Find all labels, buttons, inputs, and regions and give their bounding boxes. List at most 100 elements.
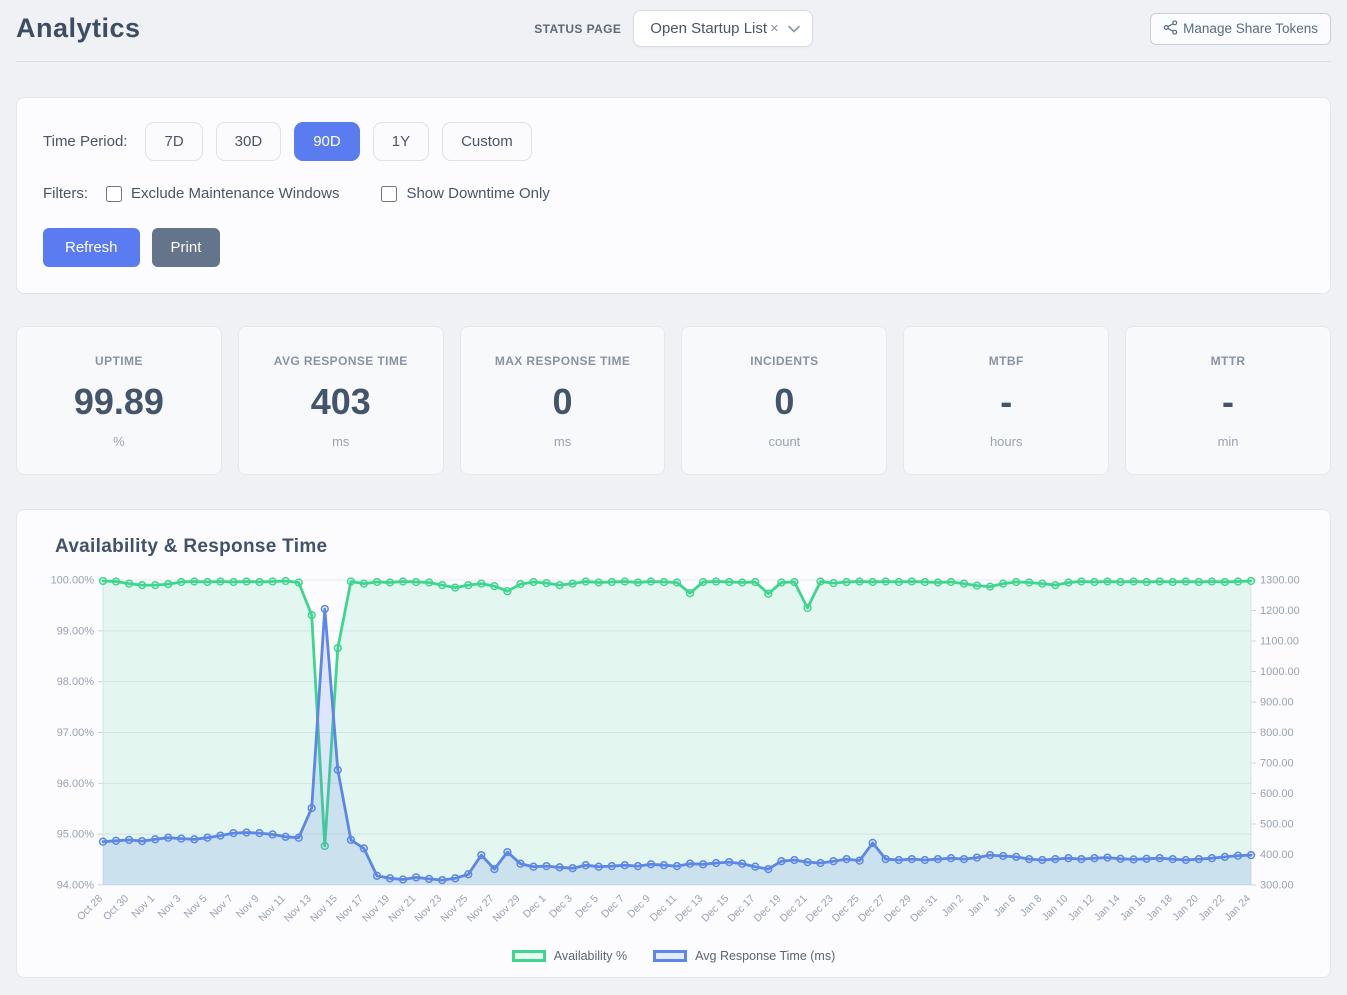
svg-text:1300.00: 1300.00 [1260,575,1300,587]
share-icon [1163,19,1178,38]
exclude-maintenance-checkbox-input[interactable] [106,185,122,202]
response-time-swatch-icon [653,950,688,962]
svg-text:Nov 25: Nov 25 [438,893,470,925]
svg-text:Nov 7: Nov 7 [208,893,236,921]
svg-text:Nov 13: Nov 13 [282,893,314,925]
svg-text:99.00%: 99.00% [57,625,95,637]
refresh-button[interactable]: Refresh [43,228,140,267]
stat-value: 0 [774,381,795,422]
stat-card-max-response-time: MAX RESPONSE TIME 0 ms [459,326,666,475]
stat-unit: ms [553,434,572,449]
svg-text:Jan 6: Jan 6 [992,893,1019,920]
svg-text:96.00%: 96.00% [57,778,95,790]
legend-item-availability[interactable]: Availability % [511,949,628,963]
svg-text:Dec 21: Dec 21 [778,893,810,925]
availability-response-chart: 100.00% 99.00% 98.00% 97.00% 96.00% 95.00% 94.… [51,575,1300,925]
svg-text:Jan 24: Jan 24 [1222,893,1253,924]
chevron-down-icon [787,25,800,33]
clear-selection-icon[interactable]: × [770,20,779,37]
svg-text:Nov 23: Nov 23 [412,893,444,925]
print-button[interactable]: Print [151,228,221,267]
svg-text:Oct 28: Oct 28 [75,893,105,923]
stat-label: INCIDENTS [750,354,819,368]
svg-text:Jan 2: Jan 2 [939,893,966,920]
stat-unit: count [768,434,801,449]
exclude-maintenance-label: Exclude Maintenance Windows [131,185,340,202]
stat-label: UPTIME [95,354,143,368]
stat-value: - [1222,381,1235,422]
svg-text:Dec 25: Dec 25 [830,893,862,925]
svg-text:1200.00: 1200.00 [1260,605,1300,617]
stat-card-uptime: UPTIME 99.89 % [16,326,222,475]
svg-text:Dec 5: Dec 5 [573,893,601,921]
svg-text:Dec 27: Dec 27 [856,893,888,925]
status-page-select[interactable]: Open Startup List × [633,10,813,47]
chart-panel: Availability & Response Time 100.00% 99.0… [16,509,1331,978]
legend-item-response-time[interactable]: Avg Response Time (ms) [653,949,835,963]
svg-text:700.00: 700.00 [1260,758,1294,770]
manage-share-tokens-button[interactable]: Manage Share Tokens [1150,12,1332,45]
svg-text:95.00%: 95.00% [57,829,95,841]
svg-text:Nov 5: Nov 5 [182,893,210,921]
page-title: Analytics [16,13,141,43]
svg-text:94.00%: 94.00% [57,880,95,892]
svg-text:400.00: 400.00 [1260,849,1294,861]
show-downtime-checkbox[interactable]: Show Downtime Only [381,185,550,202]
svg-text:Dec 31: Dec 31 [908,893,940,925]
svg-text:500.00: 500.00 [1260,819,1294,831]
exclude-maintenance-checkbox[interactable]: Exclude Maintenance Windows [106,185,339,202]
stats-row: UPTIME 99.89 % AVG RESPONSE TIME 403 ms … [16,326,1331,475]
chart-title: Availability & Response Time [55,536,328,557]
svg-text:300.00: 300.00 [1260,880,1294,892]
svg-text:Nov 17: Nov 17 [334,893,366,925]
legend-label: Availability % [553,949,628,963]
time-period-1y-button[interactable]: 1Y [372,122,430,161]
svg-text:1000.00: 1000.00 [1260,666,1300,678]
svg-text:Dec 29: Dec 29 [882,893,914,925]
chart-legend: Availability % Avg Response Time (ms) [41,949,1306,963]
stat-label: MAX RESPONSE TIME [494,354,631,368]
show-downtime-label: Show Downtime Only [406,185,550,202]
time-period-30d-button[interactable]: 30D [215,122,282,161]
time-period-custom-button[interactable]: Custom [442,122,532,161]
time-period-90d-button[interactable]: 90D [294,122,360,161]
svg-text:Nov 29: Nov 29 [491,893,523,925]
stat-card-incidents: INCIDENTS 0 count [681,326,888,475]
svg-text:Dec 23: Dec 23 [804,893,836,925]
actions-row: Refresh Print [43,228,1304,267]
svg-text:Dec 7: Dec 7 [599,893,627,921]
svg-text:Nov 21: Nov 21 [386,893,418,925]
show-downtime-checkbox-input[interactable] [381,185,398,202]
svg-text:Jan 12: Jan 12 [1066,893,1097,924]
manage-share-tokens-label: Manage Share Tokens [1183,21,1319,36]
svg-text:Jan 4: Jan 4 [966,893,993,920]
svg-text:Dec 19: Dec 19 [751,893,783,925]
stat-label: MTBF [988,354,1024,368]
svg-text:Dec 3: Dec 3 [547,893,575,921]
svg-text:Dec 1: Dec 1 [521,893,549,921]
svg-text:900.00: 900.00 [1260,697,1294,709]
time-period-7d-button[interactable]: 7D [145,122,203,161]
filter-panel: Time Period: 7D 30D 90D 1Y Custom Filter… [16,97,1331,294]
svg-text:Jan 18: Jan 18 [1144,893,1175,924]
svg-text:600.00: 600.00 [1260,788,1294,800]
stat-value: 99.89 [73,381,164,422]
svg-text:Nov 3: Nov 3 [156,893,184,921]
stat-value: 0 [552,381,573,422]
stat-unit: min [1217,434,1239,449]
svg-text:Dec 15: Dec 15 [699,893,731,925]
svg-text:800.00: 800.00 [1260,727,1294,739]
svg-text:Nov 27: Nov 27 [464,893,496,925]
stat-card-avg-response-time: AVG RESPONSE TIME 403 ms [237,326,444,475]
svg-text:Dec 13: Dec 13 [673,893,705,925]
stat-unit: hours [989,434,1023,449]
svg-text:Dec 11: Dec 11 [648,893,680,925]
time-period-label: Time Period: [43,133,128,150]
svg-text:Dec 17: Dec 17 [725,893,757,925]
stat-value: 403 [310,381,371,422]
svg-text:Jan 22: Jan 22 [1196,893,1227,924]
availability-swatch-icon [511,950,546,962]
svg-text:Nov 19: Nov 19 [360,893,392,925]
svg-text:Nov 15: Nov 15 [308,893,340,925]
